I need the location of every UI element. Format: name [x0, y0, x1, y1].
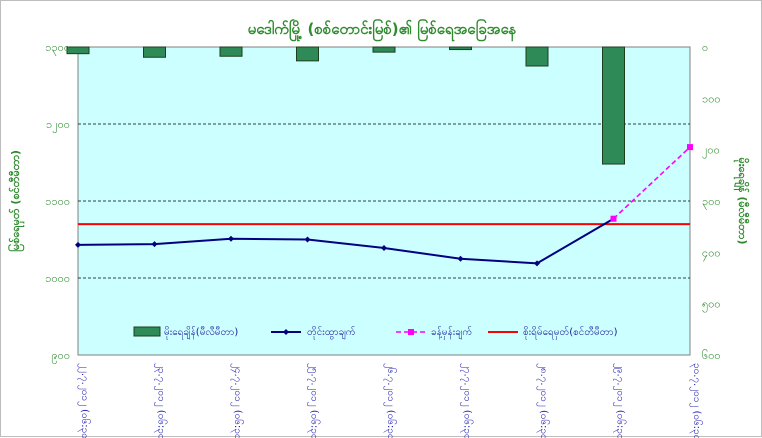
x-tick-label: ၂၃.၇.၂၀၁၂ (၀၆:၃၀): [154, 363, 169, 438]
forecast-line: [610, 144, 693, 222]
grid-lines: [78, 123, 690, 279]
rain-bar: [219, 46, 243, 57]
right-tick-label: ၅၀၀: [702, 298, 721, 313]
measured-point: [151, 241, 158, 248]
rain-bar: [372, 46, 396, 53]
forecast-point: [610, 215, 617, 222]
right-tick-label: ၁၀၀: [702, 92, 721, 105]
left-tick-label: ၁၂၀၀: [46, 118, 70, 133]
left-tick-label: ၁၁၀၀: [45, 195, 70, 208]
right-tick-label: ၃၀၀: [702, 195, 721, 210]
legend-forecast-marker: [408, 329, 414, 335]
measured-point: [75, 241, 81, 248]
measured-point: [457, 255, 464, 262]
legend-warning-label: စိုးရိမ်ရေမှတ်(စင်တီမီတာ): [523, 325, 618, 340]
right-tick-label: ၂၀၀: [702, 144, 720, 159]
x-tick-label: ၂၆.၇.၂၀၁၂ (၀၆:၃၀): [383, 363, 398, 438]
x-tick-label: ၃၀.၇.၂၀၁၂ (၀၆:၃၀): [689, 363, 704, 438]
rain-bar: [296, 46, 319, 62]
left-axis-ticks: ၉၀၀ ၁၀၀၀ ၁၁၀၀ ၁၂၀၀ ၁၃၀၀: [45, 41, 70, 364]
measured-point: [534, 260, 540, 267]
x-axis-ticks: ၂၂.၇.၂၀၁၂ (၀၆:၃၀) ၂၃.၇.၂၀၁၂ (၀၆:၃၀) ၂၄.၇.၂…: [77, 363, 704, 438]
legend-measured-marker: [283, 329, 289, 335]
measured-point: [304, 236, 311, 243]
left-tick-label: ၁၃၀၀: [45, 41, 70, 56]
x-tick-label: ၂၇.၇.၂၀၁၂ (၀၆:၃၀): [460, 363, 475, 438]
x-tick-label: ၂၄.၇.၂၀၁၂ (၀၆:၃၀): [230, 363, 245, 438]
chart-title: မဒေါက်မြို့ (စစ်တောင်းမြစ်)၏ မြစ်ရေအခြေအ…: [248, 18, 517, 42]
legend-forecast-label: ခန့်မှန်းချက်: [431, 325, 472, 340]
measured-series-line: [77, 217, 615, 265]
right-tick-label: ၄၀၀: [702, 246, 721, 261]
x-tick-label: ၂၂.၇.၂၀၁၂ (၀၆:၃၀): [77, 363, 92, 438]
forecast-series-line: [612, 146, 691, 220]
right-axis-label: မိုးရေချိန် (မီလီမီတာ): [733, 158, 750, 245]
rain-bar: [449, 46, 472, 51]
rain-bar: [143, 46, 166, 58]
left-tick-label: ၉၀၀: [51, 349, 70, 364]
right-tick-label: ၆၀၀: [702, 349, 721, 362]
measured-point: [381, 244, 387, 251]
left-tick-label: ၁၀၀၀: [45, 272, 70, 285]
legend: မိုးရေချိန်(မီလီမီတာ) တိုင်းထွာချက် ခန့်မှ…: [133, 325, 618, 340]
forecast-point: [687, 144, 693, 151]
measured-point: [228, 235, 234, 242]
right-tick-label: ၀: [702, 41, 708, 54]
rainfall-bars: [66, 46, 625, 165]
rain-bar: [66, 46, 90, 55]
legend-rain-label: မိုးရေချိန်(မီလီမီတာ): [164, 325, 238, 340]
left-axis-label: မြစ်ရေမှတ် (စင်တီမီတာ): [7, 150, 25, 252]
rain-bar: [602, 46, 625, 165]
legend-rain-swatch: [133, 326, 161, 337]
x-tick-label: ၂၈.၇.၂၀၁၂ (၀၆:၃၀): [536, 363, 551, 438]
rain-bar: [525, 46, 549, 67]
x-tick-label: ၂၉.၇.၂၀၁၂ (၀၆:၃၀): [613, 363, 628, 438]
legend-measured-label: တိုင်းထွာချက်: [307, 325, 356, 340]
x-tick-label: ၂၅.၇.၂၀၁၂ (၀၆:၃၀): [307, 363, 322, 438]
